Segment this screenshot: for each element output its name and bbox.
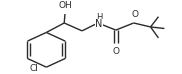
Text: O: O — [112, 47, 119, 56]
Text: N: N — [95, 19, 103, 29]
Text: Cl: Cl — [29, 64, 38, 73]
Text: H: H — [96, 13, 102, 22]
Text: OH: OH — [58, 1, 72, 10]
Text: O: O — [131, 10, 138, 19]
